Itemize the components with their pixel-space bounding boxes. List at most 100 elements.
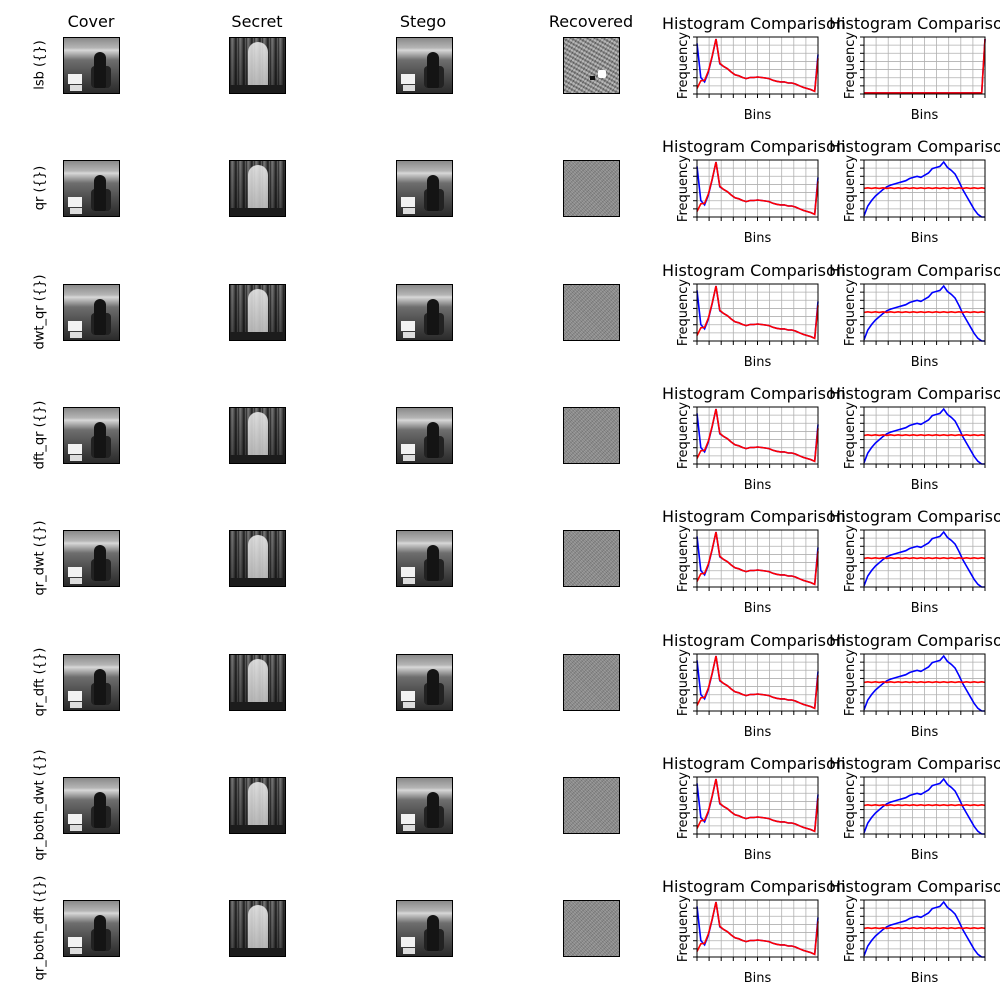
recovered-image [563, 160, 620, 217]
histogram-title: Histogram Comparison [662, 631, 846, 650]
histogram-title: Histogram Comparison [829, 754, 1000, 773]
row-label-6: qr_both_dwt ({}) [32, 749, 48, 861]
x-axis-label: Bins [911, 231, 939, 246]
series-line-red [696, 408, 819, 463]
column-title-3: Recovered [548, 12, 634, 31]
series-line-red [863, 310, 986, 314]
histogram-secret-recovered-row-7: Histogram Comparison Bins Frequency [829, 877, 1000, 986]
y-axis-label: Frequency [676, 649, 691, 716]
series-line-red [863, 433, 986, 437]
row-label-7: qr_both_dft ({}) [32, 875, 48, 981]
recovered-image [563, 407, 620, 464]
histogram-title: Histogram Comparison [662, 137, 846, 156]
column-title-2: Stego [399, 12, 447, 31]
row-label-5: qr_dft ({}) [32, 647, 48, 717]
histogram-title: Histogram Comparison [662, 384, 846, 403]
x-axis-label: Bins [744, 601, 772, 616]
histogram-cover-stego-row-0: Histogram Comparison Bins Frequency [662, 14, 846, 123]
recovered-image [563, 777, 620, 834]
cover-image [63, 900, 120, 957]
series-line-red [864, 38, 986, 94]
y-axis-label: Frequency [843, 32, 858, 99]
row-label-4: qr_dwt ({}) [32, 520, 48, 596]
histogram-title: Histogram Comparison [829, 14, 1000, 33]
histogram-title: Histogram Comparison [829, 631, 1000, 650]
histogram-title: Histogram Comparison [829, 261, 1000, 280]
series-line-red [863, 186, 986, 190]
histogram-cover-stego-row-5: Histogram Comparison Bins Frequency [662, 631, 846, 740]
histogram-title: Histogram Comparison [829, 384, 1000, 403]
x-axis-label: Bins [744, 848, 772, 863]
histogram-title: Histogram Comparison [829, 507, 1000, 526]
series-line-red [696, 778, 819, 833]
stego-image [396, 37, 453, 94]
column-title-1: Secret [231, 12, 283, 31]
y-axis-label: Frequency [843, 895, 858, 962]
series-line-red [863, 680, 986, 684]
row-label-3: dft_qr ({}) [32, 400, 48, 470]
row-label-2: dwt_qr ({}) [32, 274, 48, 350]
secret-image [229, 37, 286, 94]
series-line-red [696, 901, 819, 956]
histogram-secret-recovered-row-6: Histogram Comparison Bins Frequency [829, 754, 1000, 863]
histogram-cover-stego-row-6: Histogram Comparison Bins Frequency [662, 754, 846, 863]
cover-image [63, 284, 120, 341]
secret-image [229, 777, 286, 834]
histogram-grid [864, 37, 985, 94]
x-axis-label: Bins [744, 725, 772, 740]
histogram-cover-stego-row-2: Histogram Comparison Bins Frequency [662, 261, 846, 370]
recovered-image [563, 654, 620, 711]
series-line-red [696, 655, 819, 710]
recovered-image [563, 37, 620, 94]
stego-image [396, 654, 453, 711]
series-line-red [863, 803, 986, 807]
histogram-title: Histogram Comparison [662, 754, 846, 773]
series-line-red [696, 285, 819, 340]
cover-image [63, 407, 120, 464]
series-line-red [696, 531, 819, 586]
secret-image [229, 654, 286, 711]
cover-image [63, 160, 120, 217]
cover-image [63, 530, 120, 587]
x-axis-label: Bins [911, 725, 939, 740]
histogram-secret-recovered-row-4: Histogram Comparison Bins Frequency [829, 507, 1000, 616]
histogram-secret-recovered-row-1: Histogram Comparison Bins Frequency [829, 137, 1000, 246]
row-label-1: qr ({}) [32, 165, 48, 211]
x-axis-label: Bins [911, 108, 939, 123]
histogram-title: Histogram Comparison [662, 14, 846, 33]
x-axis-label: Bins [744, 108, 772, 123]
y-axis-label: Frequency [676, 279, 691, 346]
histogram-title: Histogram Comparison [662, 261, 846, 280]
histogram-grid [864, 284, 985, 341]
stego-image [396, 284, 453, 341]
histogram-secret-recovered-row-0: Histogram Comparison Bins Frequency [829, 14, 1000, 123]
histogram-title: Histogram Comparison [662, 507, 846, 526]
histogram-grid [697, 654, 818, 711]
y-axis-label: Frequency [843, 772, 858, 839]
y-axis-label: Frequency [843, 279, 858, 346]
secret-image [229, 530, 286, 587]
x-axis-label: Bins [911, 355, 939, 370]
cover-image [63, 37, 120, 94]
y-axis-label: Frequency [676, 155, 691, 222]
stego-image [396, 900, 453, 957]
x-axis-label: Bins [744, 355, 772, 370]
histogram-title: Histogram Comparison [662, 877, 846, 896]
x-axis-label: Bins [911, 601, 939, 616]
x-axis-label: Bins [744, 971, 772, 986]
series-line-red [863, 926, 986, 930]
histogram-title: Histogram Comparison [829, 137, 1000, 156]
y-axis-label: Frequency [843, 155, 858, 222]
histogram-secret-recovered-row-2: Histogram Comparison Bins Frequency [829, 261, 1000, 370]
x-axis-label: Bins [911, 478, 939, 493]
recovered-image [563, 530, 620, 587]
secret-image [229, 900, 286, 957]
x-axis-label: Bins [911, 971, 939, 986]
stego-image [396, 777, 453, 834]
secret-image [229, 160, 286, 217]
y-axis-label: Frequency [676, 402, 691, 469]
x-axis-label: Bins [744, 231, 772, 246]
y-axis-label: Frequency [843, 525, 858, 592]
y-axis-label: Frequency [676, 525, 691, 592]
